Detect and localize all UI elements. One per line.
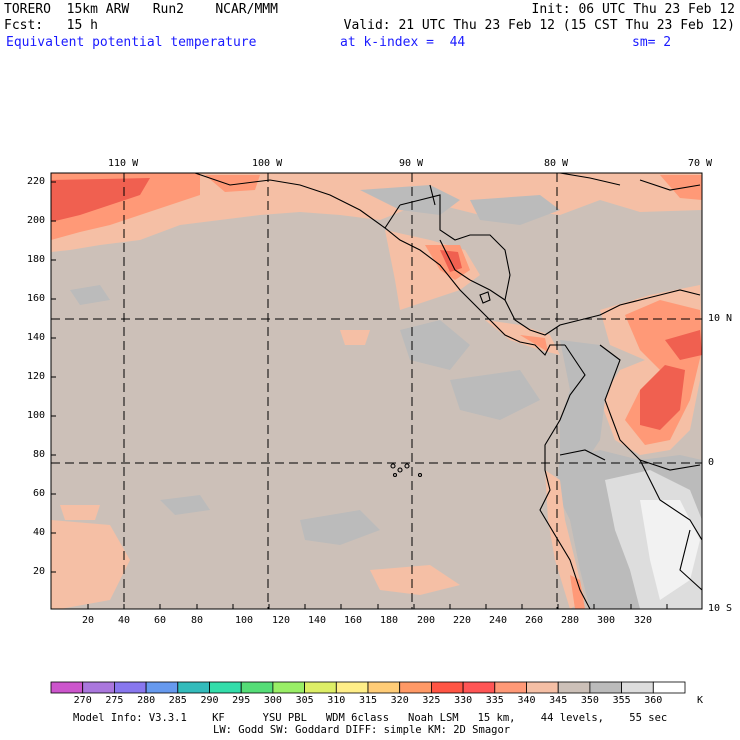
y-tick-label: 220 <box>27 176 46 187</box>
level-label: at k-index = 44 <box>340 35 466 50</box>
x-tick-label: 320 <box>634 615 653 626</box>
x-tick-label: 300 <box>597 615 616 626</box>
colorbar-label: 295 <box>232 695 251 706</box>
colorbar-label: 270 <box>73 695 92 706</box>
x-tick-label: 20 <box>82 615 95 626</box>
theta-e-field <box>51 173 702 609</box>
x-tick-label: 160 <box>344 615 363 626</box>
x-tick-label: 140 <box>308 615 327 626</box>
colorbar-label: 360 <box>644 695 663 706</box>
x-tick-label: 40 <box>118 615 131 626</box>
smoothing-label: sm= 2 <box>632 35 672 50</box>
header-model-run: TORERO 15km ARW Run2 NCAR/MMM <box>4 2 278 17</box>
y-tick-label: 160 <box>27 293 46 304</box>
model-physics: LW: Godd SW: Goddard DIFF: simple KM: 2D… <box>213 724 511 736</box>
x-tick-label: 180 <box>380 615 399 626</box>
model-info: Model Info: V3.3.1 KF YSU PBL WDM 6class… <box>73 712 668 724</box>
colorbar-label: 325 <box>422 695 441 706</box>
header-init-time: Init: 06 UTC Thu 23 Feb 12 <box>531 2 736 17</box>
colorbar-label: 305 <box>295 695 314 706</box>
y-tick-label: 200 <box>27 215 46 226</box>
colorbar-label: 275 <box>105 695 124 706</box>
lat-label: 10 N <box>708 313 733 324</box>
x-tick-label: 60 <box>154 615 167 626</box>
header-forecast-hour: Fcst: 15 h <box>4 18 98 33</box>
colorbar-label: 330 <box>454 695 473 706</box>
x-tick-label: 260 <box>525 615 544 626</box>
x-tick-label: 220 <box>453 615 472 626</box>
y-tick-label: 60 <box>33 488 46 499</box>
colorbar-label: 340 <box>517 695 536 706</box>
colorbar-label: 310 <box>327 695 346 706</box>
colorbar-label: 280 <box>137 695 156 706</box>
lat-label: 10 S <box>708 603 733 614</box>
colorbar-label: 355 <box>612 695 631 706</box>
x-tick-label: 80 <box>191 615 204 626</box>
lat-label: 0 <box>708 457 715 468</box>
colorbar-label: 345 <box>549 695 568 706</box>
x-tick-label: 200 <box>417 615 436 626</box>
colorbar-label: 300 <box>263 695 282 706</box>
y-tick-label: 20 <box>33 566 46 577</box>
lon-label: 90 W <box>399 158 424 169</box>
x-tick-label: 240 <box>489 615 508 626</box>
colorbar-unit: K <box>697 695 704 706</box>
lon-label: 100 W <box>252 158 283 169</box>
colorbar-label: 350 <box>580 695 599 706</box>
lon-label: 70 W <box>688 158 713 169</box>
y-tick-label: 80 <box>33 449 46 460</box>
y-tick-label: 120 <box>27 371 46 382</box>
y-tick-label: 100 <box>27 410 46 421</box>
y-tick-label: 180 <box>27 254 46 265</box>
lon-label: 110 W <box>108 158 139 169</box>
y-tick-label: 40 <box>33 527 46 538</box>
colorbar-label: 290 <box>200 695 219 706</box>
x-tick-label: 100 <box>235 615 254 626</box>
colorbar-label: 285 <box>168 695 187 706</box>
field-title: Equivalent potential temperature <box>6 35 257 50</box>
x-tick-label: 120 <box>272 615 291 626</box>
header-valid-time: Valid: 21 UTC Thu 23 Feb 12 (15 CST Thu … <box>343 18 735 33</box>
y-tick-label: 140 <box>27 332 46 343</box>
colorbar-label: 315 <box>358 695 378 706</box>
x-tick-label: 280 <box>561 615 580 626</box>
colorbar-label: 335 <box>485 695 504 706</box>
colorbar-label: 320 <box>390 695 409 706</box>
lon-label: 80 W <box>544 158 569 169</box>
